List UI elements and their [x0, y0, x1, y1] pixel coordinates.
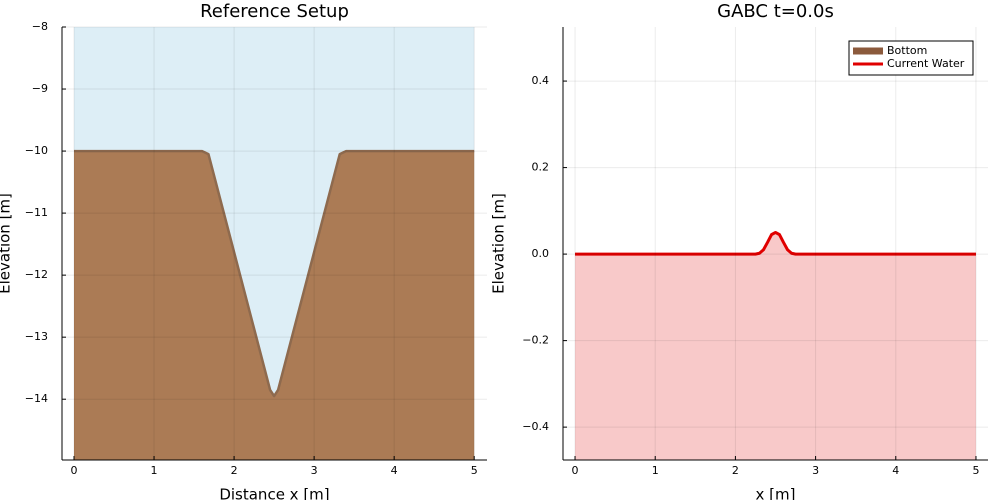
- series-line: [74, 149, 475, 398]
- x-axis-label: x [m]: [756, 486, 796, 500]
- x-tick-label: 3: [812, 464, 819, 477]
- panel: 0 1 2 3 4 5 −14 −13 −12 −11 −10 −9 −8 Reference Setup…: [0, 1, 487, 500]
- x-tick-label: 0: [572, 464, 579, 477]
- x-tick-label: 2: [231, 464, 238, 477]
- y-tick-label: −10: [25, 144, 48, 157]
- chart-title: GABC t=0.0s: [717, 1, 834, 22]
- y-tick-label: −9: [32, 82, 48, 95]
- x-tick-label: 4: [391, 464, 398, 477]
- y-tick-label: −8: [32, 20, 48, 33]
- y-tick-label: −13: [25, 330, 48, 343]
- y-tick-label: −0.2: [522, 334, 549, 347]
- x-tick-label: 1: [151, 464, 158, 477]
- x-tick-label: 5: [972, 464, 979, 477]
- plot-area: [74, 27, 475, 460]
- panel: 0 1 2 3 4 5 −0.4 −0.2 0.0 0.2 0.4 GABC t=0.0s x [m] E…: [490, 1, 988, 500]
- x-axis-label: Distance x [m]: [219, 486, 329, 500]
- y-tick-label: −14: [25, 392, 48, 405]
- x-tick-label: 3: [311, 464, 318, 477]
- x-tick-label: 5: [471, 464, 478, 477]
- plot-area: [575, 230, 976, 460]
- y-tick-label: −0.4: [522, 420, 549, 433]
- y-tick-label: 0.4: [532, 74, 550, 87]
- legend-box: [848, 40, 974, 76]
- x-tick-label: 1: [652, 464, 659, 477]
- y-tick-label: −12: [25, 268, 48, 281]
- chart-title: Reference Setup: [200, 1, 349, 22]
- legend-label: Current Water: [887, 57, 965, 70]
- area-below: [74, 151, 475, 460]
- x-tick-label: 0: [71, 464, 78, 477]
- y-tick-label: 0.2: [532, 161, 550, 174]
- y-tick-label: −11: [25, 206, 48, 219]
- y-tick-label: 0.0: [532, 247, 550, 260]
- y-axis-label: Elevation [m]: [0, 193, 14, 294]
- legend-label: Bottom: [887, 44, 927, 57]
- area-below: [575, 232, 976, 460]
- x-tick-label: 2: [732, 464, 739, 477]
- x-tick-label: 4: [892, 464, 899, 477]
- y-axis-label: Elevation [m]: [490, 193, 508, 294]
- series-line: [575, 230, 976, 256]
- area-above: [74, 27, 475, 397]
